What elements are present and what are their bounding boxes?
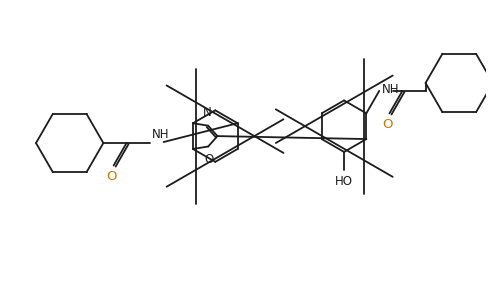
Text: O: O — [382, 118, 393, 131]
Text: O: O — [204, 153, 214, 166]
Text: NH: NH — [152, 128, 169, 141]
Text: HO: HO — [335, 175, 353, 188]
Text: N: N — [203, 106, 212, 119]
Text: NH: NH — [382, 84, 400, 96]
Text: O: O — [106, 170, 117, 183]
